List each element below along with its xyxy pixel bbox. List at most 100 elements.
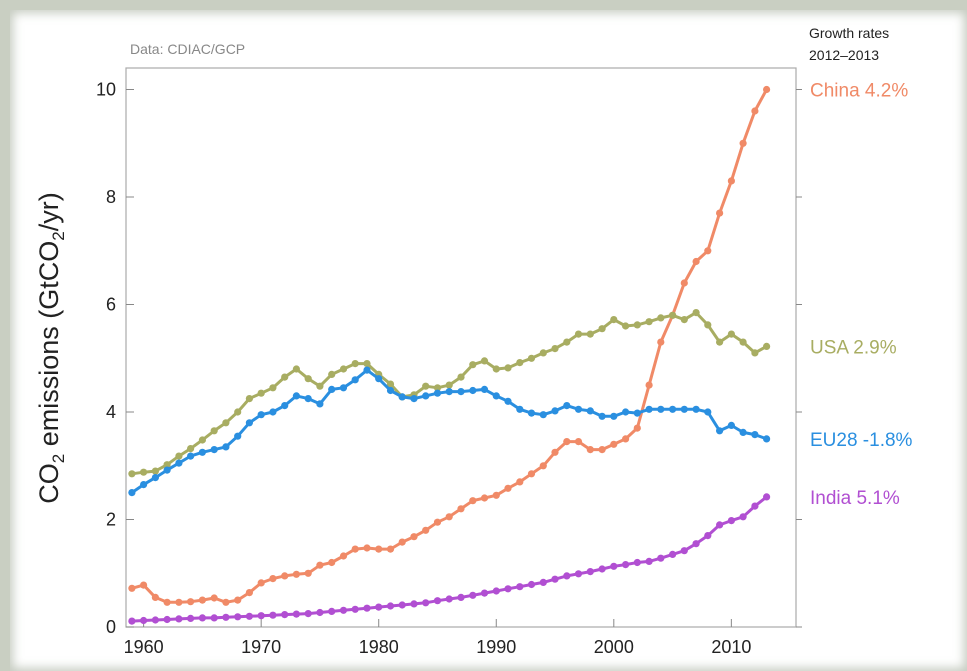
data-point-eu28 xyxy=(551,407,559,415)
data-point-china xyxy=(633,424,641,432)
data-point-eu28 xyxy=(457,388,465,396)
data-point-usa xyxy=(316,382,324,390)
data-point-india xyxy=(727,517,736,525)
data-point-usa xyxy=(622,322,630,330)
data-point-eu28 xyxy=(739,428,747,436)
data-point-eu28 xyxy=(586,407,594,415)
data-point-china xyxy=(175,598,183,606)
data-point-usa xyxy=(163,461,171,469)
data-point-china xyxy=(398,538,406,546)
data-point-usa xyxy=(739,338,747,346)
series-end-labels: China 4.2% USA 2.9% EU28 -1.8% India 5.1% xyxy=(810,81,913,509)
data-point-china xyxy=(140,581,148,589)
data-point-china xyxy=(704,247,712,255)
data-point-china xyxy=(151,593,159,602)
y-tick-label: 4 xyxy=(106,402,116,422)
data-point-eu28 xyxy=(163,466,171,474)
data-point-india xyxy=(163,615,171,624)
data-point-usa xyxy=(633,321,641,329)
data-point-india xyxy=(492,587,500,595)
data-point-eu28 xyxy=(234,432,242,440)
data-point-usa xyxy=(433,384,442,392)
data-point-india xyxy=(610,562,618,570)
legend-title-line2: 2012–2013 xyxy=(809,47,879,63)
data-point-china xyxy=(716,209,724,217)
data-point-china xyxy=(210,594,218,602)
data-point-eu28 xyxy=(151,474,159,482)
data-point-eu28 xyxy=(292,392,300,400)
x-tick-label: 2000 xyxy=(594,637,634,657)
source-note: Data: CDIAC/GCP xyxy=(130,41,245,57)
series-label-eu28: EU28 -1.8% xyxy=(810,430,913,451)
data-point-china xyxy=(281,572,289,580)
x-tick-label: 2010 xyxy=(711,637,751,657)
data-point-china xyxy=(680,279,688,287)
data-point-india xyxy=(151,616,159,624)
data-point-india xyxy=(704,532,712,540)
data-point-eu28 xyxy=(281,402,289,410)
data-point-india xyxy=(445,595,453,603)
data-point-india xyxy=(574,570,583,578)
data-point-india xyxy=(245,612,253,620)
data-point-usa xyxy=(292,365,300,373)
data-point-usa xyxy=(422,382,430,390)
data-point-usa xyxy=(504,364,512,372)
y-tick-label: 10 xyxy=(96,80,116,100)
data-point-india xyxy=(363,604,371,612)
data-point-eu28 xyxy=(610,412,618,420)
data-point-india xyxy=(304,610,312,618)
data-point-china xyxy=(386,545,395,553)
data-point-india xyxy=(375,603,383,611)
data-point-china xyxy=(363,544,371,552)
data-point-india xyxy=(257,612,265,620)
data-point-china xyxy=(469,497,477,505)
data-point-india xyxy=(527,580,536,589)
data-point-usa xyxy=(751,349,759,357)
data-point-india xyxy=(680,547,688,555)
data-point-china xyxy=(351,545,359,553)
data-point-china xyxy=(316,561,324,569)
data-point-usa xyxy=(574,330,583,338)
data-point-eu28 xyxy=(469,386,477,395)
data-point-eu28 xyxy=(492,392,500,400)
data-point-usa xyxy=(151,467,159,475)
data-point-usa xyxy=(269,384,277,392)
data-point-eu28 xyxy=(339,384,348,392)
data-point-china xyxy=(328,558,336,567)
data-point-china xyxy=(292,570,300,578)
data-point-china xyxy=(763,85,771,94)
data-point-usa xyxy=(492,365,500,373)
data-point-india xyxy=(292,610,300,618)
data-point-india xyxy=(669,550,677,559)
data-point-india xyxy=(716,521,724,529)
x-tick-label: 1990 xyxy=(476,637,516,657)
data-point-india xyxy=(433,597,442,605)
data-point-usa xyxy=(128,470,136,478)
legend-title-line1: Growth rates xyxy=(809,25,889,41)
x-tick-label: 1980 xyxy=(359,637,399,657)
data-point-eu28 xyxy=(398,393,406,401)
data-point-eu28 xyxy=(598,412,606,420)
data-point-eu28 xyxy=(128,489,136,497)
data-point-usa xyxy=(198,436,206,444)
data-point-usa xyxy=(480,357,489,365)
data-point-china xyxy=(269,575,277,583)
data-point-usa xyxy=(187,445,195,453)
data-point-eu28 xyxy=(175,459,183,467)
data-point-eu28 xyxy=(716,427,724,435)
data-point-eu28 xyxy=(751,431,759,439)
x-tick-label: 1970 xyxy=(241,637,281,657)
data-point-usa xyxy=(692,309,700,317)
data-point-usa xyxy=(669,311,677,319)
data-point-india xyxy=(457,593,465,602)
data-point-eu28 xyxy=(480,385,489,393)
data-point-usa xyxy=(551,345,559,353)
data-point-eu28 xyxy=(140,481,148,489)
axis-ticks: 1960 1970 1980 1990 2000 2010 0 2 4 6 8 10 xyxy=(96,80,802,657)
data-point-usa xyxy=(704,321,712,329)
data-point-china xyxy=(234,596,242,604)
data-point-india xyxy=(469,591,477,599)
data-point-eu28 xyxy=(363,366,371,374)
data-point-eu28 xyxy=(375,375,383,383)
data-point-usa xyxy=(304,375,312,383)
